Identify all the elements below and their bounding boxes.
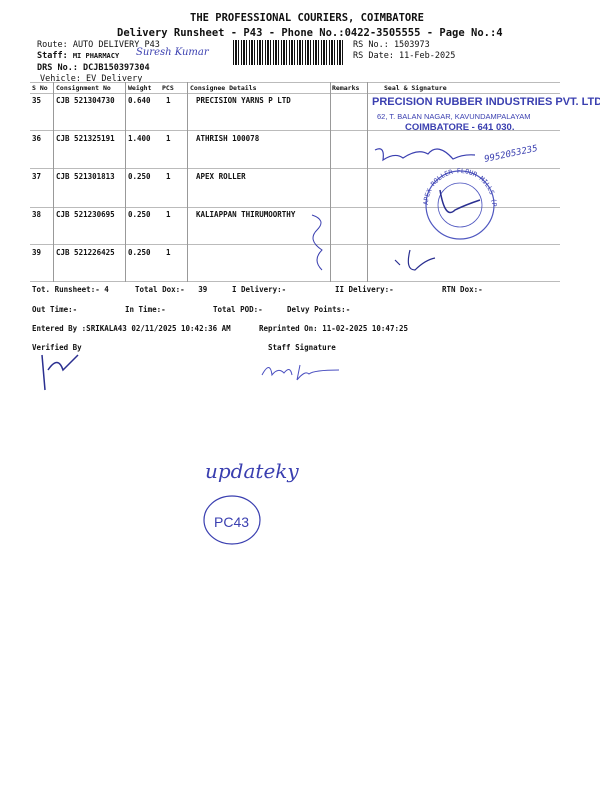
verified-signature (41, 354, 79, 391)
route: Route: AUTO DELIVERY P43 (37, 40, 160, 50)
cell-sno: 37 (32, 172, 42, 181)
col-consignee: Consignee Details (190, 84, 257, 92)
phone-handwritten: 9952053235 (484, 144, 539, 165)
out-time: Out Time:- (32, 305, 78, 314)
signature-39 (394, 249, 436, 271)
cell-consignee: PRECISION YARNS P LTD (196, 96, 291, 105)
vehicle: Vehicle: EV Delivery (40, 74, 143, 84)
cell-sno: 35 (32, 96, 42, 105)
col-pcs: PCS (162, 84, 174, 92)
cell-cn: CJB 521325191 (56, 134, 115, 143)
cell-consignee: APEX ROLLER (196, 172, 246, 181)
staff-label: Staff: MI PHARMACY (37, 51, 119, 61)
cell-weight: 1.400 (128, 134, 151, 143)
rs-number: RS No.: 1503973 (353, 40, 430, 50)
col-consignment: Consignment No (56, 84, 111, 92)
company-title: THE PROFESSIONAL COURIERS, COIMBATORE (190, 12, 424, 24)
precision-stamp: PRECISION RUBBER INDUSTRIES PVT. LTD 62,… (372, 96, 600, 133)
staff-label-text: Staff: (37, 51, 68, 61)
col-remarks: Remarks (332, 84, 360, 92)
cell-pcs: 1 (166, 248, 171, 257)
cell-weight: 0.640 (128, 96, 151, 105)
cell-pcs: 1 (166, 210, 171, 219)
staff-signature-scribble (261, 364, 340, 381)
cell-weight: 0.250 (128, 210, 151, 219)
cell-pcs: 1 (166, 96, 171, 105)
cell-weight: 0.250 (128, 248, 151, 257)
ii-delivery: II Delivery:- (335, 285, 394, 294)
note-handwritten: updateky (205, 459, 299, 483)
entered-by: Entered By :SRIKALA43 02/11/2025 10:42:3… (32, 324, 231, 333)
drs-number: DRS No.: DCJB150397304 (37, 63, 150, 73)
col-sno: S No (32, 84, 48, 92)
cell-pcs: 1 (166, 172, 171, 181)
pc43-stamp: PC43 (203, 495, 261, 545)
precision-stamp-l3: COIMBATORE - 641 030. (405, 122, 514, 133)
verified-by-label: Verified By (32, 343, 82, 352)
cell-cn: CJB 521226425 (56, 248, 115, 257)
runsheet-subtitle: Delivery Runsheet - P43 - Phone No.:0422… (117, 27, 503, 39)
total-dox: Total Dox:- 39 (135, 285, 208, 294)
reprinted-on: Reprinted On: 11-02-2025 10:47:25 (259, 324, 409, 333)
delvy-points: Delvy Points:- (287, 305, 351, 314)
precision-stamp-l1: PRECISION RUBBER INDUSTRIES PVT. LTD (372, 96, 600, 108)
cell-cn: CJB 521230695 (56, 210, 115, 219)
cell-sno: 39 (32, 248, 42, 257)
staff-signature-label: Staff Signature (268, 343, 336, 352)
cell-weight: 0.250 (128, 172, 151, 181)
staff-handwritten: Suresh Kumar (136, 47, 209, 58)
cell-consignee: KALIAPPAN THIRUMOORTHY (196, 210, 296, 219)
pc43-text: PC43 (214, 514, 249, 530)
col-weight: Weight (128, 84, 152, 92)
precision-stamp-l2: 62, T. BALAN NAGAR, KAVUNDAMPALAYAM (377, 112, 531, 121)
cell-pcs: 1 (166, 134, 171, 143)
signature-36 (374, 148, 476, 162)
signature-38 (311, 214, 323, 271)
total-pod: Total POD:- (213, 305, 263, 314)
cell-cn: CJB 521301813 (56, 172, 115, 181)
rtn-dox: RTN Dox:- (442, 285, 483, 294)
i-delivery: I Delivery:- (232, 285, 287, 294)
col-seal: Seal & Signature (384, 84, 447, 92)
cell-cn: CJB 521304730 (56, 96, 115, 105)
staff-value: MI PHARMACY (72, 52, 120, 60)
rs-date: RS Date: 11-Feb-2025 (353, 51, 456, 61)
cell-consignee: ATHRISH 100078 (196, 134, 260, 143)
tot-runsheet: Tot. Runsheet:- 4 (32, 285, 109, 294)
cell-sno: 38 (32, 210, 42, 219)
barcode (233, 40, 343, 65)
in-time: In Time:- (125, 305, 166, 314)
cell-sno: 36 (32, 134, 42, 143)
